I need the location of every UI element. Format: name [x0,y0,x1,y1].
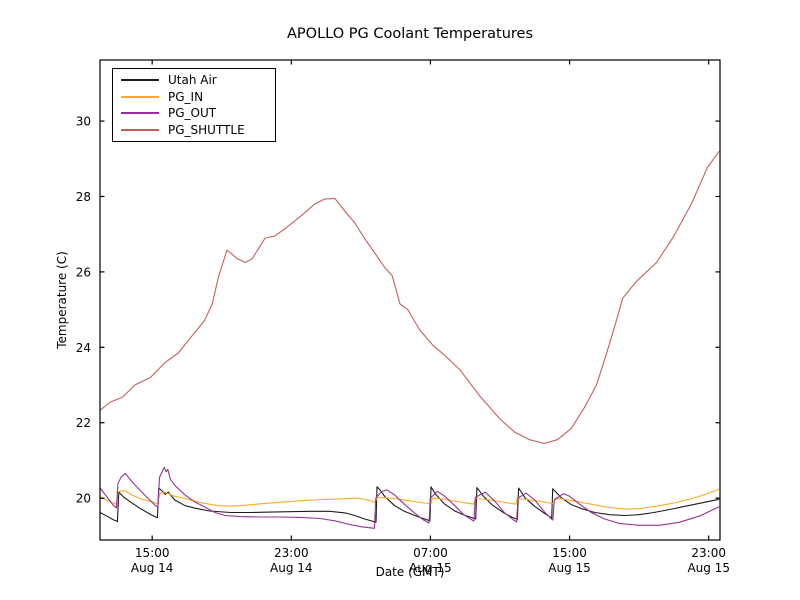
x-tick-label-date: Aug 14 [131,561,174,575]
legend-line-sample [121,128,159,131]
series-line-pg-shuttle [99,150,720,445]
legend-line-sample [121,112,159,115]
x-tick-label-time: 23:00 [691,546,726,560]
y-axis-label: Temperature (C) [55,251,69,349]
legend-item-pg-shuttle: PG_SHUTTLE [121,122,267,138]
y-tick-label: 30 [76,115,91,129]
legend-label: PG_IN [168,89,204,104]
x-tick-label-date: Aug 15 [409,561,452,575]
y-tick-label: 28 [76,190,91,204]
y-tick-label: 26 [76,265,91,279]
legend: Utah Air PG_IN PG_OUT PG_SHUTTLE [112,68,276,142]
x-tick-label-time: 23:00 [274,546,309,560]
legend-item-pg-out: PG_OUT [121,105,267,121]
legend-line-sample [121,95,159,98]
x-tick-label-time: 15:00 [552,546,587,560]
legend-label: Utah Air [168,73,217,88]
legend-label: PG_SHUTTLE [168,122,245,137]
x-tick-label-date: Aug 14 [270,561,313,575]
y-tick-label: 22 [76,416,91,430]
legend-line-sample [121,79,159,82]
series-line-pg-out [99,466,720,529]
x-tick-label-time: 07:00 [413,546,448,560]
x-tick-label-date: Aug 15 [548,561,591,575]
series-line-utah-air [99,486,720,523]
axes-frame [99,59,721,541]
series-line-pg-in [99,488,720,510]
x-axis-label: Date (GMT) [375,565,445,579]
x-tick-label-time: 15:00 [135,546,170,560]
chart-title: APOLLO PG Coolant Temperatures [287,26,533,42]
y-tick-label: 20 [76,492,91,506]
legend-item-pg-in: PG_IN [121,89,267,105]
legend-item-utah-air: Utah Air [121,72,267,88]
x-tick-label-date: Aug 15 [687,561,730,575]
legend-label: PG_OUT [168,106,217,121]
y-tick-label: 24 [76,341,91,355]
